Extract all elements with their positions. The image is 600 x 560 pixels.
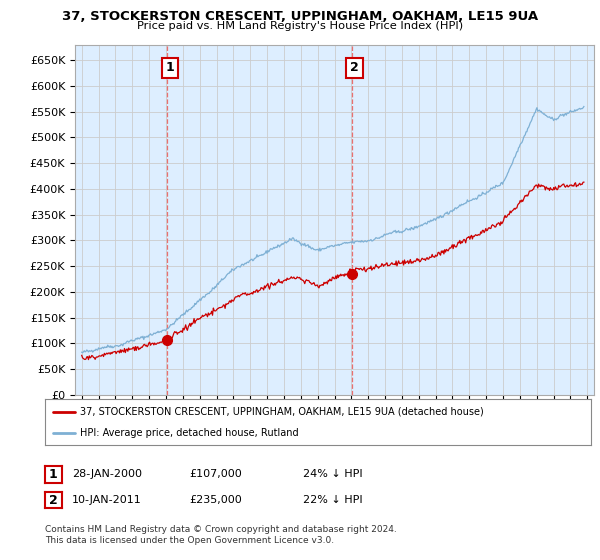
Text: 22% ↓ HPI: 22% ↓ HPI: [303, 494, 362, 505]
Text: HPI: Average price, detached house, Rutland: HPI: Average price, detached house, Rutl…: [80, 428, 299, 438]
Text: 1: 1: [166, 62, 174, 74]
Text: 10-JAN-2011: 10-JAN-2011: [72, 494, 142, 505]
Text: £107,000: £107,000: [189, 469, 242, 479]
Text: 28-JAN-2000: 28-JAN-2000: [72, 469, 142, 479]
Text: 2: 2: [350, 62, 359, 74]
Text: 2: 2: [49, 493, 58, 507]
Text: 24% ↓ HPI: 24% ↓ HPI: [303, 469, 362, 479]
Text: 37, STOCKERSTON CRESCENT, UPPINGHAM, OAKHAM, LE15 9UA (detached house): 37, STOCKERSTON CRESCENT, UPPINGHAM, OAK…: [80, 407, 484, 417]
Text: £235,000: £235,000: [189, 494, 242, 505]
Text: Contains HM Land Registry data © Crown copyright and database right 2024.
This d: Contains HM Land Registry data © Crown c…: [45, 525, 397, 545]
Text: Price paid vs. HM Land Registry's House Price Index (HPI): Price paid vs. HM Land Registry's House …: [137, 21, 463, 31]
Text: 1: 1: [49, 468, 58, 482]
Text: 37, STOCKERSTON CRESCENT, UPPINGHAM, OAKHAM, LE15 9UA: 37, STOCKERSTON CRESCENT, UPPINGHAM, OAK…: [62, 10, 538, 23]
